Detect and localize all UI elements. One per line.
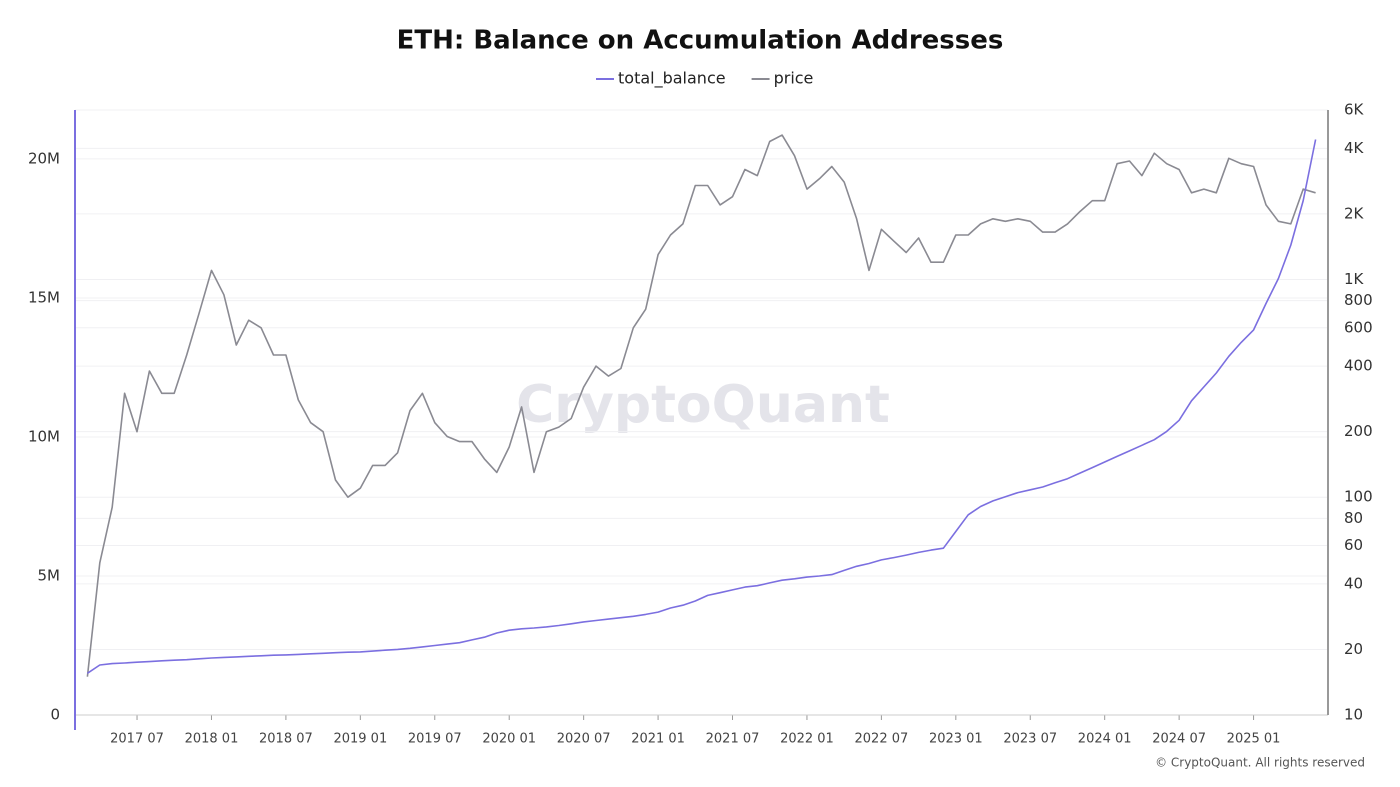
x-tick-label: 2018 07 <box>259 732 313 747</box>
legend-label: price <box>774 69 814 88</box>
chart-title: ETH: Balance on Accumulation Addresses <box>397 26 1004 56</box>
credit: © CryptoQuant. All rights reserved <box>1155 756 1365 770</box>
y2-tick-label: 40 <box>1344 574 1363 592</box>
y2-tick-label: 2K <box>1344 204 1365 222</box>
x-tick-label: 2020 01 <box>482 732 536 747</box>
x-tick-label: 2017 07 <box>110 732 164 747</box>
x-tick-label: 2021 01 <box>631 732 685 747</box>
y2-tick-label: 6K <box>1344 101 1365 119</box>
x-tick-label: 2019 07 <box>408 732 462 747</box>
y2-tick-label: 20 <box>1344 640 1363 658</box>
y2-tick-label: 80 <box>1344 509 1363 527</box>
y-tick-label: 15M <box>28 288 60 306</box>
y-tick-label: 10M <box>28 427 60 445</box>
y2-tick-label: 60 <box>1344 536 1363 554</box>
y-tick-label: 20M <box>28 149 60 167</box>
x-tick-label: 2025 01 <box>1227 732 1281 747</box>
x-tick-label: 2019 01 <box>333 732 387 747</box>
y2-tick-label: 200 <box>1344 422 1373 440</box>
y2-tick-label: 1K <box>1344 270 1365 288</box>
x-tick-label: 2023 07 <box>1003 732 1057 747</box>
watermark: CryptoQuant <box>516 375 890 435</box>
y2-tick-label: 100 <box>1344 488 1373 506</box>
y2-tick-label: 800 <box>1344 291 1373 309</box>
x-tick-label: 2020 07 <box>557 732 611 747</box>
legend-label: total_balance <box>618 69 726 89</box>
series-line <box>86 139 1317 674</box>
x-tick-label: 2024 01 <box>1078 732 1132 747</box>
series-line <box>86 134 1316 677</box>
x-tick-label: 2024 07 <box>1152 732 1206 747</box>
x-tick-label: 2021 07 <box>706 732 760 747</box>
y2-tick-label: 600 <box>1344 318 1373 336</box>
y2-tick-label: 10 <box>1344 706 1363 724</box>
y-tick-label: 5M <box>38 566 61 584</box>
x-tick-label: 2018 01 <box>185 732 239 747</box>
y2-tick-label: 400 <box>1344 357 1373 375</box>
x-tick-label: 2022 01 <box>780 732 834 747</box>
x-tick-label: 2022 07 <box>855 732 909 747</box>
y-tick-label: 0 <box>50 706 60 724</box>
y2-tick-label: 4K <box>1344 139 1365 157</box>
x-tick-label: 2023 01 <box>929 732 983 747</box>
